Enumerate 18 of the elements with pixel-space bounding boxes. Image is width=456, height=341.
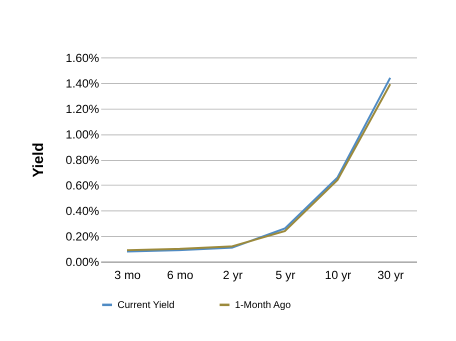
y-axis-title: Yield bbox=[30, 142, 47, 178]
legend-label: Current Yield bbox=[117, 300, 174, 311]
y-tick-label: 0.80% bbox=[66, 152, 100, 167]
x-tick-label: 2 yr bbox=[222, 268, 243, 282]
y-tick-label: 0.20% bbox=[66, 230, 100, 244]
y-tick-label: 0.40% bbox=[66, 204, 100, 218]
y-tick-label: 1.00% bbox=[66, 127, 100, 142]
y-tick-label: 1.40% bbox=[66, 76, 100, 90]
x-tick-label: 3 mo bbox=[114, 268, 142, 282]
x-tick-label: 30 yr bbox=[378, 268, 404, 282]
legend-label: 1-Month Ago bbox=[234, 300, 292, 311]
y-tick-label: 1.60% bbox=[66, 50, 100, 65]
x-tick-label: 6 mo bbox=[166, 268, 194, 282]
y-tick-label: 0.00% bbox=[66, 255, 100, 270]
x-tick-label: 5 yr bbox=[276, 268, 296, 282]
y-tick-label: 1.20% bbox=[66, 102, 100, 116]
y-tick-label: 0.60% bbox=[66, 178, 100, 192]
x-tick-label: 10 yr bbox=[324, 268, 352, 282]
